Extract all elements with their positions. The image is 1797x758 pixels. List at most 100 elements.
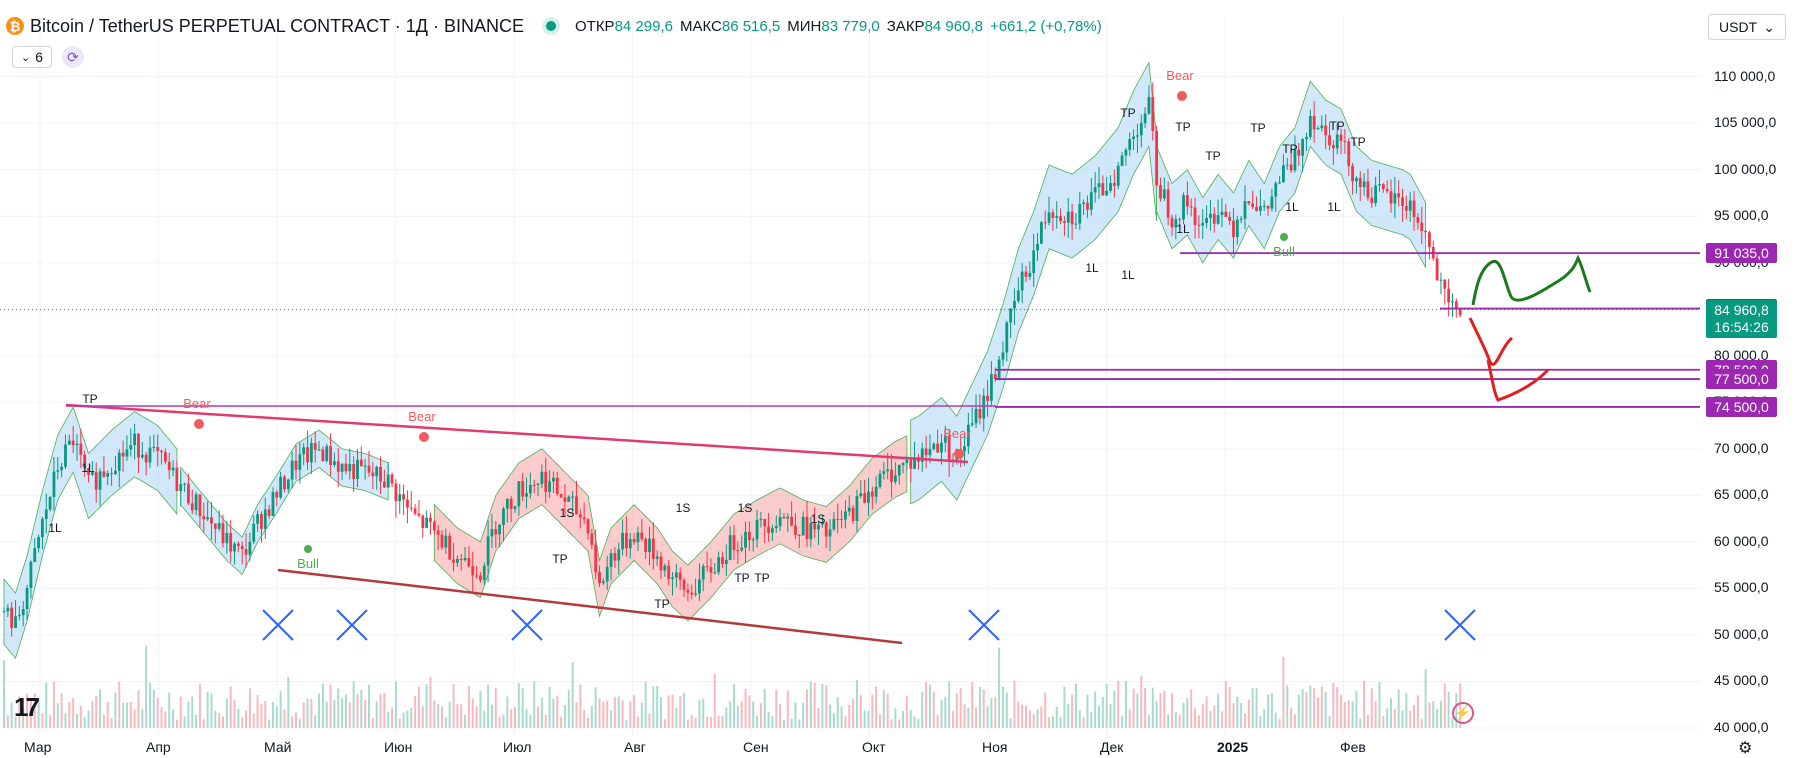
candle-body [763, 519, 767, 527]
price-level-tag[interactable]: 77 500,0 [1706, 369, 1777, 390]
gear-icon[interactable]: ⚙ [1738, 740, 1753, 757]
volume-bar [713, 674, 716, 728]
volume-bar [3, 660, 5, 728]
volume-bar [333, 700, 336, 728]
volume-bar [183, 716, 186, 728]
volume-bar [99, 689, 102, 728]
candle-body [1147, 96, 1151, 114]
volume-bar [844, 716, 847, 728]
bitcoin-icon: ₿ [6, 17, 24, 35]
candle-body [732, 535, 736, 551]
volume-bar [283, 709, 286, 728]
volume-bar [752, 701, 755, 728]
symbol-title[interactable]: Bitcoin / TetherUS PERPETUAL CONTRACT · … [30, 15, 524, 36]
volume-bar [763, 688, 766, 728]
volume-bar [1082, 717, 1085, 728]
candle-body [171, 467, 175, 471]
refresh-icon[interactable]: ⟳ [62, 46, 84, 68]
volume-bar [1109, 704, 1112, 728]
candle-body [701, 566, 705, 580]
candle-body [325, 446, 329, 462]
volume-bar [1451, 717, 1454, 728]
volume-bar [1370, 688, 1373, 728]
candle-body [229, 533, 233, 552]
candle-body [398, 494, 402, 502]
volume-bar [821, 683, 824, 728]
candle-body [479, 575, 482, 581]
candle-body [52, 471, 56, 497]
short-signal-label: 1S [738, 501, 753, 515]
candle-body [1339, 134, 1343, 141]
candle-body [794, 525, 797, 535]
price-level-tag[interactable]: 74 500,0 [1706, 396, 1777, 417]
bear-signal-label: Bear [1166, 68, 1194, 83]
candle-body [1193, 207, 1197, 225]
volume-bar [156, 697, 159, 728]
volume-bar [1117, 680, 1120, 728]
candle-body [1374, 185, 1378, 204]
volume-bar [740, 701, 743, 728]
volume-bar [1297, 694, 1300, 728]
volume-bar [686, 719, 689, 728]
indicators-toggle-button[interactable]: ⌄ 6 [12, 46, 52, 68]
price-axis-tick: 55 000,0 [1714, 579, 1769, 596]
volume-bar [1209, 710, 1212, 728]
volume-bar [660, 697, 662, 728]
candle-body [790, 516, 794, 526]
volume-bar [152, 690, 155, 728]
volume-bar [786, 691, 789, 728]
candle-body [540, 471, 544, 484]
candle-body [240, 545, 244, 550]
volume-bar [855, 679, 858, 728]
candle-body [1005, 322, 1009, 353]
price-level-tag[interactable]: 91 035,0 [1706, 243, 1777, 264]
candle-body [525, 493, 528, 497]
candle-body [844, 511, 847, 520]
volume-bar [775, 689, 778, 728]
volume-bar [1255, 688, 1258, 728]
candle-body [840, 518, 843, 520]
open-value: 84 299,6 [614, 17, 673, 35]
candle-body [1274, 183, 1278, 197]
volume-bar [925, 682, 928, 728]
candle-body [940, 442, 943, 453]
volume-bar [529, 714, 532, 728]
candle-body [356, 459, 359, 479]
volume-bar [563, 704, 566, 728]
volume-bar [1393, 708, 1396, 728]
volume-bar [52, 681, 55, 728]
candle-body [275, 492, 279, 498]
candle-body [882, 471, 886, 474]
volume-bar [1413, 705, 1416, 728]
volume-bar [198, 684, 201, 728]
volume-bar [371, 717, 374, 728]
current-price-tag[interactable]: 84 960,8 16:54:26 [1706, 299, 1777, 338]
bull-band [3, 406, 178, 660]
volume-bar [990, 697, 993, 728]
candle-body [1039, 222, 1043, 244]
volume-bar [464, 714, 467, 728]
volume-bar [498, 716, 501, 728]
volume-bar [1382, 716, 1385, 728]
candle-body [1378, 184, 1381, 186]
volume-bar [237, 708, 240, 728]
volume-bar [706, 716, 709, 728]
candle-body [728, 535, 732, 560]
high-label: МАКС [679, 17, 722, 35]
volume-bar [698, 700, 701, 728]
volume-bar [10, 702, 13, 728]
volume-bar [448, 701, 451, 728]
candle-body [1063, 221, 1066, 223]
tp-signal-label: TP [82, 392, 97, 406]
volume-bar [809, 681, 812, 728]
volume-bar [191, 696, 194, 728]
volume-bar [1244, 713, 1246, 728]
volume-bar [383, 692, 386, 728]
candle-body [452, 559, 455, 563]
lightning-icon[interactable]: ⚡ [1452, 702, 1474, 724]
candle-body [836, 518, 840, 520]
tradingview-logo[interactable]: 17 [14, 692, 40, 722]
currency-selector[interactable]: USDT ⌄ [1708, 14, 1786, 40]
